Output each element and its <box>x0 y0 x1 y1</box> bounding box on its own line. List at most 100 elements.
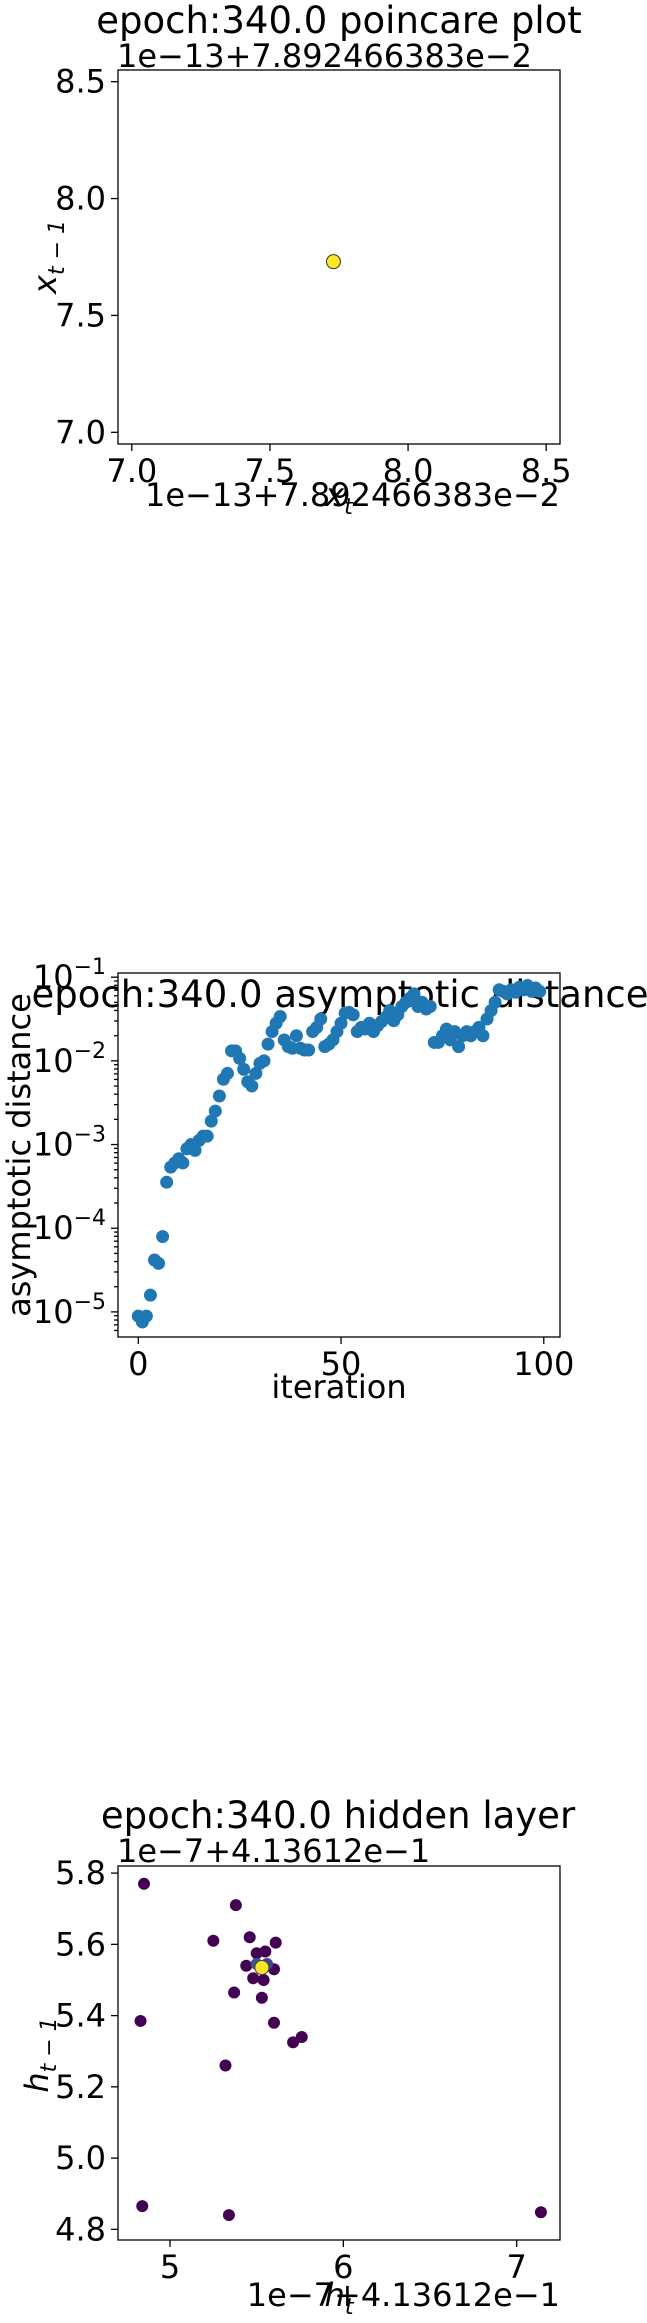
hidden-point <box>534 2206 547 2219</box>
hidden-point <box>207 1934 220 1947</box>
poincare-x-tick-label: 7.0 <box>106 452 157 490</box>
asymptotic-point <box>139 1309 153 1323</box>
hidden-title: epoch:340.0 hidden layer <box>101 1794 576 1837</box>
asymptotic-y-label: asymptotic distance <box>0 993 38 1317</box>
hidden-y-label: ht − 1 <box>18 2017 62 2092</box>
hidden-point <box>136 2200 149 2213</box>
asymptotic-point <box>160 1175 174 1189</box>
poincare-x-tick-label: 8.5 <box>521 452 572 490</box>
hidden-point <box>228 1986 241 1999</box>
hidden-point <box>287 2036 300 2049</box>
asymptotic-point <box>237 1062 251 1076</box>
asymptotic-y-tick-label: 10−5 <box>33 1290 106 1331</box>
hidden-point <box>138 1877 150 1890</box>
asymptotic-point <box>152 1256 166 1270</box>
asymptotic-distance-plot: epoch:340.0 asymptotic distance 0 50 100 1… <box>0 955 647 1406</box>
hidden-point <box>247 1972 260 1985</box>
asymptotic-point <box>407 987 421 1001</box>
hidden-y-tick-label: 5.0 <box>55 2139 106 2177</box>
asymptotic-point <box>273 1010 287 1024</box>
asymptotic-point <box>314 1012 328 1026</box>
hidden-y-offset: 1e−7+4.13612e−1 <box>117 1832 430 1870</box>
poincare-y-offset: 1e−13+7.892466383e−2 <box>117 37 532 75</box>
poincare-frame <box>117 69 561 445</box>
asymptotic-point <box>245 1079 259 1093</box>
asymptotic-point <box>176 1156 190 1170</box>
hidden-point <box>219 2059 232 2072</box>
poincare-x-ticks: 7.0 7.5 8.0 8.5 <box>106 444 572 490</box>
asymptotic-y-tick-label: 10−4 <box>33 1206 106 1247</box>
poincare-plot: epoch:340.0 poincare plot 1e−13+7.892466… <box>26 0 582 520</box>
hidden-point <box>255 1991 268 2004</box>
asymptotic-point <box>200 1129 214 1143</box>
asymptotic-point <box>204 1114 218 1128</box>
poincare-y-label-group: xt − 1 <box>26 220 70 295</box>
hidden-x-ticks: 5 6 7 <box>160 2240 527 2286</box>
asymptotic-point <box>143 1288 157 1302</box>
asymptotic-x-tick-label: 50 <box>321 1345 362 1383</box>
asymptotic-points <box>131 979 547 1329</box>
poincare-y-tick-label: 7.0 <box>55 413 106 451</box>
asymptotic-y-tick-label: 10−2 <box>33 1039 106 1080</box>
asymptotic-point <box>533 984 547 998</box>
hidden-layer-plot: epoch:340.0 hidden layer 1e−7+4.13612e−1… <box>18 1794 576 2320</box>
hidden-x-tick-label: 5 <box>160 2248 180 2286</box>
hidden-x-tick-label: 6 <box>333 2248 353 2286</box>
asymptotic-point <box>257 1054 271 1068</box>
hidden-point <box>240 1959 253 1972</box>
poincare-points <box>325 254 341 270</box>
hidden-x-tick-label: 7 <box>506 2248 526 2286</box>
asymptotic-x-label: iteration <box>271 1368 406 1406</box>
hidden-y-tick-label: 4.8 <box>55 2210 106 2248</box>
asymptotic-point <box>423 999 437 1013</box>
asymptotic-x-ticks: 0 50 100 <box>128 1337 574 1383</box>
asymptotic-y-tick-label: 10−3 <box>33 1123 106 1164</box>
asymptotic-point <box>220 1066 234 1080</box>
hidden-y-tick-label: 5.4 <box>55 1997 106 2035</box>
hidden-point <box>257 1973 270 1986</box>
asymptotic-y-label-group: asymptotic distance <box>0 993 38 1317</box>
hidden-point <box>295 2030 308 2043</box>
asymptotic-point <box>208 1104 222 1118</box>
poincare-title: epoch:340.0 poincare plot <box>96 0 582 42</box>
asymptotic-point <box>346 1008 360 1022</box>
poincare-x-offset: 1e−13+7.892466383e−2 <box>145 476 560 514</box>
hidden-points <box>134 1877 547 2222</box>
asymptotic-point <box>476 1029 490 1043</box>
poincare-point <box>325 254 341 270</box>
poincare-y-label: xt − 1 <box>26 220 70 295</box>
asymptotic-title: epoch:340.0 asymptotic distance <box>31 973 647 1016</box>
asymptotic-point <box>302 1043 316 1057</box>
poincare-x-tick-label: 8.0 <box>383 452 434 490</box>
poincare-y-tick-label: 7.5 <box>55 296 106 334</box>
poincare-y-tick-label: 8.5 <box>55 63 106 101</box>
hidden-point <box>229 1899 242 1912</box>
poincare-x-label: xt <box>324 476 354 520</box>
asymptotic-point <box>156 1230 170 1244</box>
asymptotic-point <box>452 1040 466 1054</box>
asymptotic-point <box>212 1089 226 1103</box>
hidden-point <box>259 1945 272 1958</box>
asymptotic-x-tick-label: 0 <box>128 1345 148 1383</box>
asymptotic-point <box>261 1037 275 1051</box>
hidden-point <box>134 2014 147 2027</box>
hidden-y-tick-label: 5.8 <box>55 1854 106 1892</box>
hidden-y-label-group: ht − 1 <box>18 2017 62 2092</box>
poincare-y-ticks: 7.0 7.5 8.0 8.5 <box>55 63 118 451</box>
hidden-point <box>243 1931 256 1944</box>
poincare-y-tick-label: 8.0 <box>55 180 106 218</box>
hidden-y-tick-label: 5.2 <box>55 2068 106 2106</box>
hidden-highlight-point <box>254 1960 270 1976</box>
hidden-y-tick-label: 5.6 <box>55 1925 106 1963</box>
asymptotic-frame <box>117 972 561 1338</box>
hidden-x-offset: 1e−7+4.13612e−1 <box>247 2276 560 2314</box>
asymptotic-point <box>289 1029 303 1043</box>
asymptotic-point <box>188 1143 202 1157</box>
asymptotic-point <box>488 995 502 1009</box>
hidden-point <box>269 1936 282 1949</box>
poincare-x-tick-label: 7.5 <box>244 452 295 490</box>
hidden-frame <box>117 1865 561 2241</box>
asymptotic-point <box>233 1051 247 1065</box>
asymptotic-point <box>249 1066 263 1080</box>
